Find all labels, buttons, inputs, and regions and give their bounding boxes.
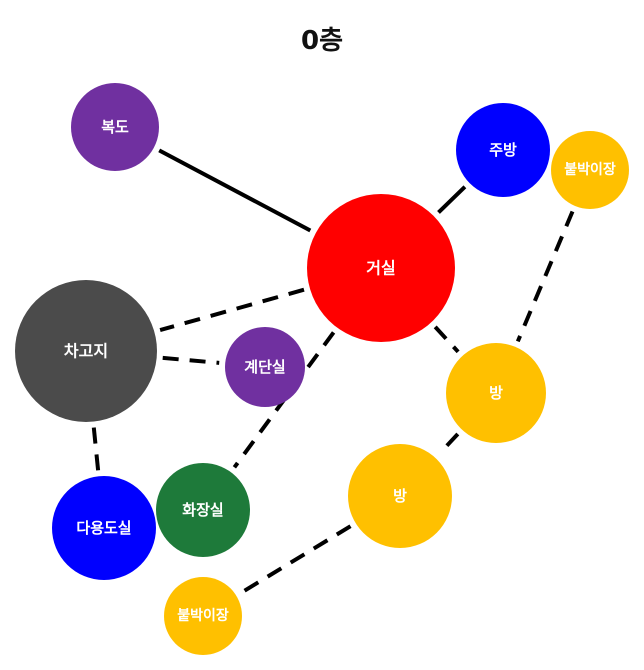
node-circle-hallway xyxy=(71,83,159,171)
edge-room_right-room_center xyxy=(438,432,460,455)
node-living: 거실 xyxy=(307,194,455,342)
diagram-title: 0층 xyxy=(300,26,343,56)
node-label-closet_bottom: 붙박이장 xyxy=(177,607,229,624)
node-label-kitchen: 주방 xyxy=(489,141,517,159)
node-stairs: 계단실 xyxy=(225,327,305,407)
node-room_right: 방 xyxy=(446,343,546,443)
edge-closet_top-room_right xyxy=(515,210,575,343)
edge-kitchen-living xyxy=(437,185,467,214)
node-circle-multiroom xyxy=(52,476,156,580)
edge-hallway-living xyxy=(158,148,312,233)
node-kitchen: 주방 xyxy=(456,103,550,197)
node-label-room_center: 방 xyxy=(393,487,407,505)
node-label-stairs: 계단실 xyxy=(244,358,285,376)
node-circle-stairs xyxy=(225,327,305,407)
node-hallway: 복도 xyxy=(71,83,159,171)
node-circle-bathroom xyxy=(156,463,250,557)
edge-living-room_right xyxy=(433,325,460,354)
node-circle-room_center xyxy=(348,444,452,548)
edge-living-garage xyxy=(159,287,305,333)
node-circle-closet_top xyxy=(551,131,629,209)
node-label-bathroom: 화장실 xyxy=(182,501,223,519)
node-room_center: 방 xyxy=(348,444,452,548)
node-label-closet_top: 붙박이장 xyxy=(564,161,616,178)
edges-layer xyxy=(91,148,575,595)
node-label-living: 거실 xyxy=(366,259,395,278)
node-circle-living xyxy=(307,194,455,342)
edge-garage-multiroom xyxy=(91,427,101,471)
node-closet_top: 붙박이장 xyxy=(551,131,629,209)
edge-room_center-closet_bottom xyxy=(240,524,352,595)
node-label-hallway: 복도 xyxy=(101,118,129,136)
node-circle-garage xyxy=(15,280,157,422)
edge-garage-stairs xyxy=(162,355,220,365)
node-circle-closet_bottom xyxy=(164,577,242,655)
node-label-multiroom: 다용도실 xyxy=(76,519,131,537)
node-label-garage: 차고지 xyxy=(64,342,108,361)
node-bathroom: 화장실 xyxy=(156,463,250,557)
node-circle-kitchen xyxy=(456,103,550,197)
node-label-room_right: 방 xyxy=(489,384,503,402)
node-garage: 차고지 xyxy=(15,280,157,422)
node-circle-room_right xyxy=(446,343,546,443)
node-multiroom: 다용도실 xyxy=(52,476,156,580)
node-closet_bottom: 붙박이장 xyxy=(164,577,242,655)
